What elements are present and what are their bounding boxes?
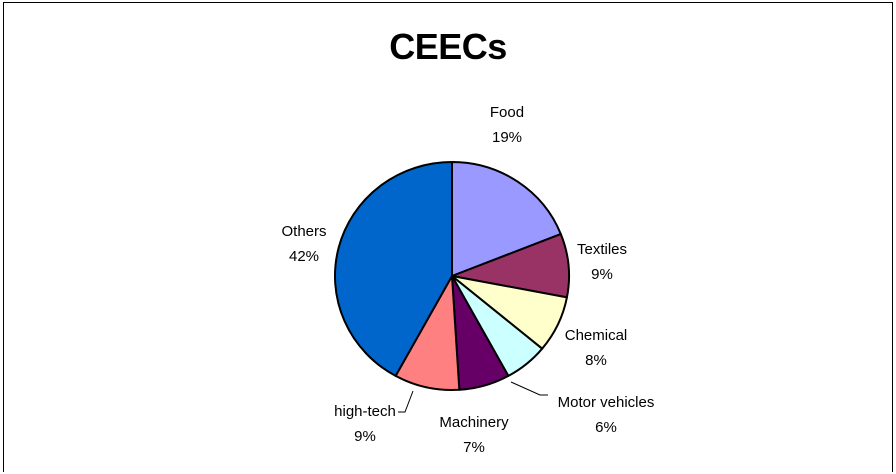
slice-label: Others <box>281 223 326 240</box>
pie-slice-food <box>451 161 562 277</box>
slice-percent-label: 19% <box>492 129 522 146</box>
leader-line <box>510 381 548 396</box>
slice-label: Machinery <box>439 414 509 431</box>
leader-line <box>398 390 414 413</box>
slice-percent-label: 7% <box>463 439 485 456</box>
slice-percent-label: 9% <box>591 266 613 283</box>
pie-slice-others <box>334 161 453 377</box>
slice-percent-label: 9% <box>354 428 376 445</box>
chart-title: CEECs <box>389 26 507 67</box>
slice-label: Food <box>490 104 524 121</box>
slice-label: Motor vehicles <box>558 394 655 411</box>
slice-label: Textiles <box>577 241 627 258</box>
slice-label: Chemical <box>565 327 628 344</box>
slice-label: high-tech <box>334 403 396 420</box>
slice-percent-label: 6% <box>595 419 617 436</box>
slice-percent-label: 8% <box>585 352 607 369</box>
slice-percent-label: 42% <box>289 248 319 265</box>
